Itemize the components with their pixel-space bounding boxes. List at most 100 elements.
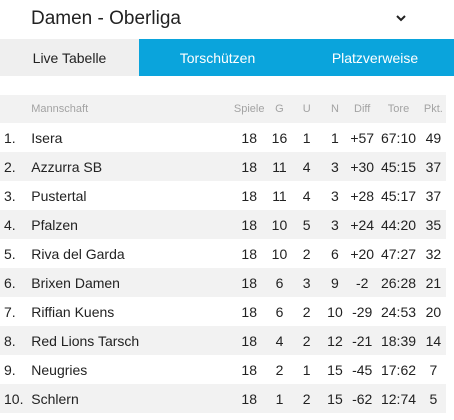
points-cell: 5 xyxy=(420,384,446,413)
table-header-row: Mannschaft Spiele G U N Diff Tore Pkt. xyxy=(0,95,446,123)
league-title: Damen - Oberliga xyxy=(31,8,181,29)
draws-cell: 2 xyxy=(291,297,322,326)
league-selector[interactable]: Damen - Oberliga xyxy=(0,0,454,38)
rank-cell: 5. xyxy=(0,239,32,268)
team-name[interactable]: Pfalzen xyxy=(31,210,232,239)
goals-cell: 17:62 xyxy=(376,355,421,384)
team-name[interactable]: Pustertal xyxy=(31,181,232,210)
points-cell: 32 xyxy=(420,239,446,268)
col-mannschaft-header: Mannschaft xyxy=(31,95,232,123)
spiele-cell: 18 xyxy=(231,326,268,355)
losses-cell: 1 xyxy=(321,123,349,152)
spiele-cell: 18 xyxy=(231,239,268,268)
spiele-cell: 18 xyxy=(231,384,268,413)
team-name[interactable]: Isera xyxy=(31,123,232,152)
goals-cell: 44:20 xyxy=(376,210,421,239)
draws-cell: 5 xyxy=(291,210,322,239)
losses-cell: 15 xyxy=(321,355,349,384)
goal-diff-cell: -29 xyxy=(348,297,377,326)
draws-cell: 4 xyxy=(291,152,322,181)
losses-cell: 12 xyxy=(321,326,349,355)
draws-cell: 4 xyxy=(291,181,322,210)
points-cell: 20 xyxy=(420,297,446,326)
chevron-down-icon[interactable] xyxy=(394,11,408,25)
team-name[interactable]: Brixen Damen xyxy=(31,268,232,297)
table-row[interactable]: 7. Riffian Kuens 18 6 2 10 -29 24:53 20 xyxy=(0,297,446,326)
points-cell: 49 xyxy=(420,123,446,152)
wins-cell: 4 xyxy=(267,326,292,355)
table-row[interactable]: 5. Riva del Garda 18 10 2 6 +20 47:27 32 xyxy=(0,239,446,268)
goals-cell: 12:74 xyxy=(376,384,421,413)
goal-diff-cell: -45 xyxy=(348,355,377,384)
tab-platzverweise[interactable]: Platzverweise xyxy=(296,39,454,76)
goal-diff-cell: -62 xyxy=(348,384,377,413)
table-row[interactable]: 10. Schlern 18 1 2 15 -62 12:74 5 xyxy=(0,384,446,413)
wins-cell: 2 xyxy=(267,355,292,384)
table-row[interactable]: 4. Pfalzen 18 10 5 3 +24 44:20 35 xyxy=(0,210,446,239)
losses-cell: 6 xyxy=(321,239,349,268)
tab-bar: Live Tabelle Torschützen Platzverweise xyxy=(0,39,454,76)
team-name[interactable]: Azzurra SB xyxy=(31,152,232,181)
rank-cell: 2. xyxy=(0,152,32,181)
wins-cell: 1 xyxy=(267,384,292,413)
points-cell: 7 xyxy=(420,355,446,384)
tab-torschuetzen[interactable]: Torschützen xyxy=(139,39,296,76)
losses-cell: 3 xyxy=(321,210,349,239)
rank-cell: 6. xyxy=(0,268,32,297)
goals-cell: 47:27 xyxy=(376,239,421,268)
points-cell: 37 xyxy=(420,181,446,210)
rank-cell: 10. xyxy=(0,384,32,413)
draws-cell: 2 xyxy=(291,326,322,355)
table-row[interactable]: 8. Red Lions Tarsch 18 4 2 12 -21 18:39 14 xyxy=(0,326,446,355)
table-row[interactable]: 3. Pustertal 18 11 4 3 +28 45:17 37 xyxy=(0,181,446,210)
wins-cell: 6 xyxy=(267,268,292,297)
goals-cell: 24:53 xyxy=(376,297,421,326)
rank-cell: 3. xyxy=(0,181,32,210)
points-cell: 14 xyxy=(420,326,446,355)
tab-live-tabelle[interactable]: Live Tabelle xyxy=(0,39,139,76)
rank-cell: 4. xyxy=(0,210,32,239)
spiele-cell: 18 xyxy=(231,268,268,297)
team-name[interactable]: Riva del Garda xyxy=(31,239,232,268)
team-name[interactable]: Riffian Kuens xyxy=(31,297,232,326)
points-cell: 37 xyxy=(420,152,446,181)
rank-cell: 1. xyxy=(0,123,32,152)
goals-cell: 45:17 xyxy=(376,181,421,210)
points-cell: 35 xyxy=(420,210,446,239)
losses-cell: 9 xyxy=(321,268,349,297)
draws-cell: 1 xyxy=(291,123,322,152)
table-row[interactable]: 2. Azzurra SB 18 11 4 3 +30 45:15 37 xyxy=(0,152,446,181)
table-row[interactable]: 9. Neugries 18 2 1 15 -45 17:62 7 xyxy=(0,355,446,384)
col-pkt-header: Pkt. xyxy=(420,95,446,123)
team-name[interactable]: Red Lions Tarsch xyxy=(31,326,232,355)
draws-cell: 2 xyxy=(291,239,322,268)
col-spiele-header: Spiele xyxy=(231,95,268,123)
table-row[interactable]: 1. Isera 18 16 1 1 +57 67:10 49 xyxy=(0,123,446,152)
wins-cell: 6 xyxy=(267,297,292,326)
wins-cell: 10 xyxy=(267,210,292,239)
losses-cell: 10 xyxy=(321,297,349,326)
wins-cell: 10 xyxy=(267,239,292,268)
col-g-header: G xyxy=(267,95,292,123)
wins-cell: 11 xyxy=(267,181,292,210)
spiele-cell: 18 xyxy=(231,210,268,239)
goal-diff-cell: +28 xyxy=(348,181,377,210)
spiele-cell: 18 xyxy=(231,152,268,181)
col-n-header: N xyxy=(321,95,349,123)
losses-cell: 3 xyxy=(321,152,349,181)
spiele-cell: 18 xyxy=(231,123,268,152)
table-row[interactable]: 6. Brixen Damen 18 6 3 9 -2 26:28 21 xyxy=(0,268,446,297)
goal-diff-cell: +30 xyxy=(348,152,377,181)
losses-cell: 3 xyxy=(321,181,349,210)
spiele-cell: 18 xyxy=(231,355,268,384)
goal-diff-cell: +57 xyxy=(348,123,377,152)
team-name[interactable]: Schlern xyxy=(31,384,232,413)
goals-cell: 26:28 xyxy=(376,268,421,297)
goal-diff-cell: +20 xyxy=(348,239,377,268)
col-diff-header: Diff xyxy=(348,95,377,123)
goal-diff-cell: -21 xyxy=(348,326,377,355)
col-rank-header xyxy=(0,95,32,123)
rank-cell: 7. xyxy=(0,297,32,326)
team-name[interactable]: Neugries xyxy=(31,355,232,384)
goals-cell: 18:39 xyxy=(376,326,421,355)
